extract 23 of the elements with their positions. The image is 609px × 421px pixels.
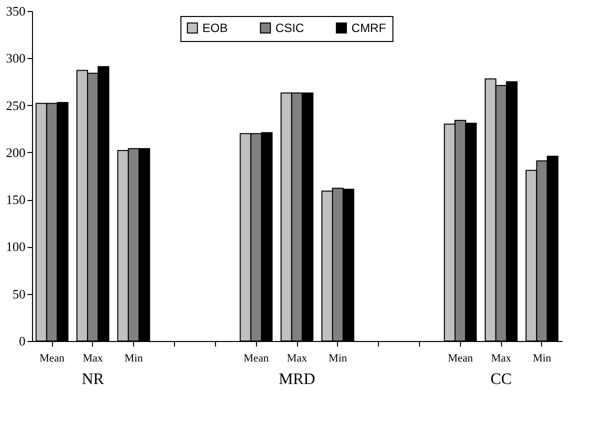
y-tick-label: 200 (6, 144, 26, 160)
x-tick-label: Max (82, 352, 104, 364)
y-tick-label: 350 (6, 4, 26, 18)
x-tick-label: Max (491, 352, 512, 364)
legend-label: CMRF (351, 21, 386, 35)
y-tick-label: 150 (6, 192, 26, 208)
x-tick-label: Mean (448, 352, 474, 364)
y-tick-label: 100 (6, 239, 26, 254)
y-tick-label: 0 (19, 334, 26, 348)
x-tick-label: Max (286, 352, 308, 364)
x-tick-label: Min (328, 352, 348, 364)
text: MRD (278, 371, 316, 388)
y-tick-label: 250 (6, 98, 26, 113)
text: NR (82, 371, 104, 388)
x-tick-label: Min (124, 352, 144, 364)
x-tick-label: Mean (244, 352, 270, 364)
legend-label: EOB (202, 21, 228, 35)
x-tick-label: Mean (39, 352, 66, 364)
legend-label: CSIC (275, 21, 304, 35)
text: CC (490, 371, 512, 388)
y-tick-label: 300 (6, 50, 26, 66)
x-tick-label: Min (532, 352, 552, 364)
y-tick-label: 50 (12, 286, 26, 302)
